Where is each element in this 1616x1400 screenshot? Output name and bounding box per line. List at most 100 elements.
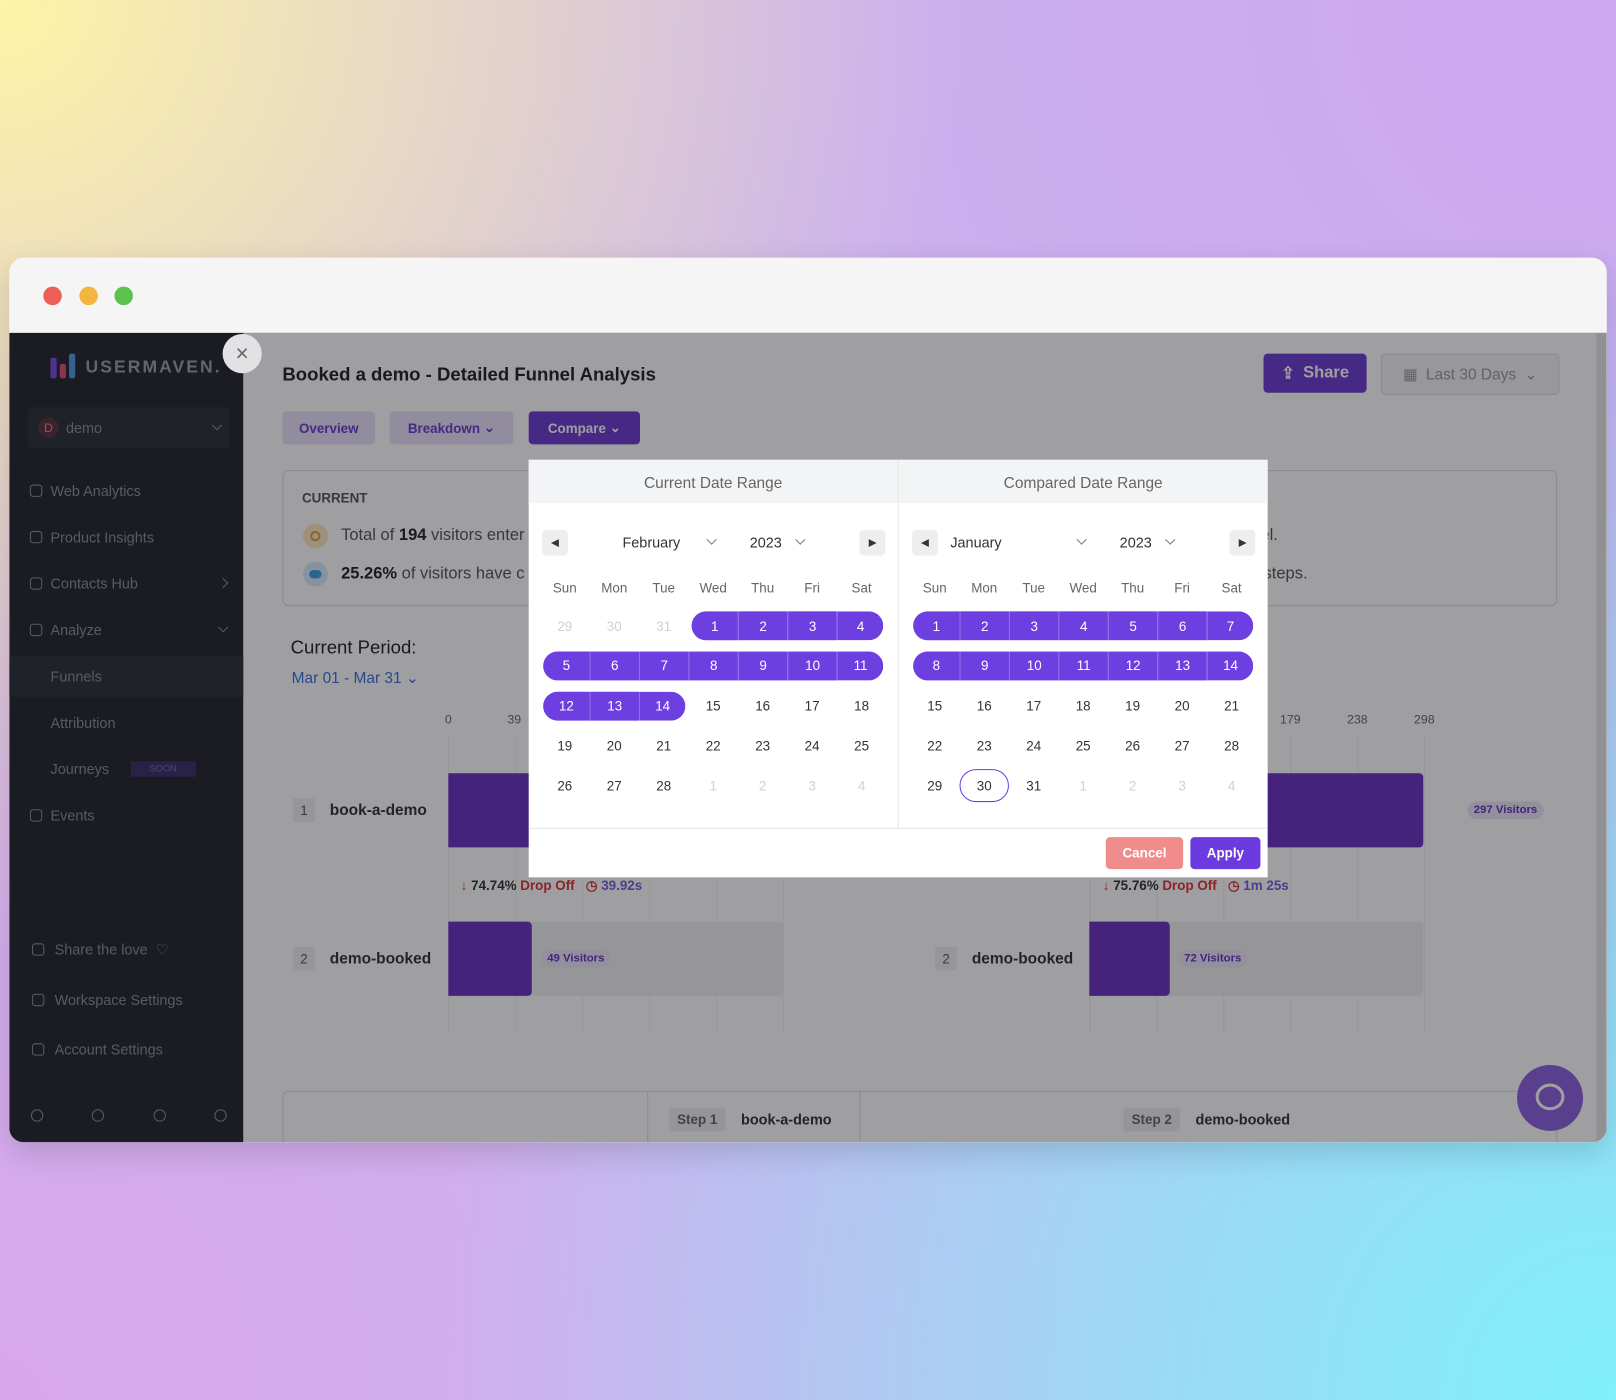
- nav-item[interactable]: Share the love ♡: [54, 941, 169, 958]
- day[interactable]: 15: [705, 698, 721, 714]
- day[interactable]: 30: [606, 618, 622, 634]
- day[interactable]: 26: [1125, 738, 1141, 754]
- day-selected[interactable]: 2: [737, 611, 788, 641]
- share-button[interactable]: ⇪ Share: [1263, 353, 1367, 393]
- nav-item[interactable]: Journeys: [50, 760, 110, 778]
- day[interactable]: 3: [1178, 778, 1186, 794]
- day-selected[interactable]: 11: [1058, 651, 1108, 681]
- day[interactable]: 27: [1174, 738, 1190, 754]
- tab[interactable]: Compare ⌄: [528, 411, 641, 445]
- workspace-select[interactable]: D demo: [27, 407, 230, 449]
- day[interactable]: 1: [1079, 778, 1087, 794]
- day[interactable]: 2: [1128, 778, 1137, 794]
- day[interactable]: 16: [976, 698, 992, 714]
- day-selected[interactable]: 12: [543, 691, 590, 721]
- nav-item[interactable]: Funnels: [50, 668, 102, 685]
- day-selected[interactable]: 13: [589, 691, 639, 721]
- day[interactable]: 24: [804, 738, 820, 754]
- minimize-light[interactable]: [79, 286, 98, 306]
- tab[interactable]: Breakdown ⌄: [389, 411, 514, 445]
- day-selected[interactable]: 10: [787, 651, 837, 681]
- day-selected[interactable]: 12: [1107, 651, 1158, 681]
- day[interactable]: 16: [755, 698, 771, 714]
- day[interactable]: 24: [1026, 738, 1042, 754]
- nav-item[interactable]: Product Insights: [50, 528, 154, 546]
- day[interactable]: 18: [854, 698, 870, 714]
- day[interactable]: 20: [606, 738, 622, 754]
- day[interactable]: 20: [1174, 698, 1190, 714]
- close-light[interactable]: [43, 286, 62, 306]
- day-selected[interactable]: 3: [1008, 611, 1059, 641]
- month-select[interactable]: January: [950, 534, 1002, 551]
- year-select[interactable]: 2023: [1119, 534, 1152, 551]
- close-sidebar[interactable]: ×: [222, 334, 262, 374]
- day-selected[interactable]: 8: [913, 651, 960, 681]
- nav-item[interactable]: Web Analytics: [50, 482, 141, 499]
- day[interactable]: 29: [557, 618, 573, 634]
- chat-button[interactable]: [1517, 1064, 1584, 1131]
- footer-icon[interactable]: [30, 1109, 44, 1122]
- next-month[interactable]: ▶: [859, 529, 886, 556]
- day-selected[interactable]: 4: [836, 611, 884, 641]
- nav-item[interactable]: Contacts Hub: [50, 575, 138, 592]
- day-selected[interactable]: 8: [688, 651, 738, 681]
- day[interactable]: 26: [557, 778, 573, 794]
- day[interactable]: 28: [656, 778, 672, 794]
- day[interactable]: 21: [656, 738, 672, 754]
- day-selected[interactable]: 9: [959, 651, 1009, 681]
- day[interactable]: 22: [705, 738, 721, 754]
- day[interactable]: 19: [1125, 698, 1141, 714]
- day[interactable]: 18: [1075, 698, 1091, 714]
- nav-item[interactable]: Workspace Settings: [54, 991, 183, 1008]
- day[interactable]: 23: [976, 738, 992, 754]
- day-selected[interactable]: 14: [1206, 651, 1254, 681]
- day[interactable]: 23: [755, 738, 771, 754]
- apply-button[interactable]: Apply: [1190, 837, 1261, 870]
- date-filter[interactable]: ▦ Last 30 Days ⌄: [1381, 353, 1560, 395]
- day[interactable]: 30: [959, 769, 1009, 803]
- nav-item[interactable]: Events: [50, 807, 95, 824]
- day-selected[interactable]: 1: [691, 611, 738, 641]
- day-selected[interactable]: 14: [638, 691, 686, 721]
- nav-item[interactable]: Account Settings: [54, 1041, 163, 1058]
- day[interactable]: 19: [557, 738, 573, 754]
- zoom-light[interactable]: [114, 286, 133, 306]
- year-select[interactable]: 2023: [749, 534, 782, 551]
- day-selected[interactable]: 7: [1206, 611, 1254, 641]
- day-selected[interactable]: 4: [1058, 611, 1108, 641]
- day[interactable]: 3: [808, 778, 816, 794]
- day[interactable]: 22: [927, 738, 943, 754]
- day[interactable]: 25: [1075, 738, 1091, 754]
- day-selected[interactable]: 1: [913, 611, 960, 641]
- day-selected[interactable]: 11: [836, 651, 884, 681]
- day-selected[interactable]: 5: [543, 651, 590, 681]
- day-selected[interactable]: 9: [737, 651, 788, 681]
- day-selected[interactable]: 10: [1008, 651, 1059, 681]
- day[interactable]: 28: [1224, 738, 1240, 754]
- nav-item[interactable]: Analyze: [50, 621, 102, 639]
- period-range[interactable]: Mar 01 - Mar 31 ⌄: [291, 669, 419, 688]
- day[interactable]: 29: [927, 778, 943, 794]
- day[interactable]: 15: [927, 698, 943, 714]
- day-selected[interactable]: 6: [1157, 611, 1207, 641]
- footer-icon[interactable]: [153, 1109, 166, 1122]
- prev-month[interactable]: ◀: [912, 529, 938, 556]
- day[interactable]: 4: [1227, 778, 1236, 794]
- nav-item[interactable]: Attribution: [50, 714, 116, 731]
- day[interactable]: 17: [804, 698, 820, 714]
- day[interactable]: 4: [857, 778, 866, 794]
- day-selected[interactable]: 7: [638, 651, 689, 681]
- day[interactable]: 2: [758, 778, 767, 794]
- footer-icon[interactable]: [91, 1109, 105, 1122]
- day[interactable]: 21: [1224, 698, 1240, 714]
- day[interactable]: 1: [709, 778, 717, 794]
- tab[interactable]: Overview: [282, 411, 376, 445]
- day-selected[interactable]: 13: [1157, 651, 1207, 681]
- prev-month[interactable]: ◀: [542, 529, 568, 556]
- day[interactable]: 17: [1026, 698, 1042, 714]
- day[interactable]: 25: [854, 738, 870, 754]
- month-select[interactable]: February: [622, 534, 681, 551]
- day-selected[interactable]: 5: [1107, 611, 1158, 641]
- day[interactable]: 31: [656, 618, 672, 634]
- footer-icon[interactable]: [214, 1109, 227, 1122]
